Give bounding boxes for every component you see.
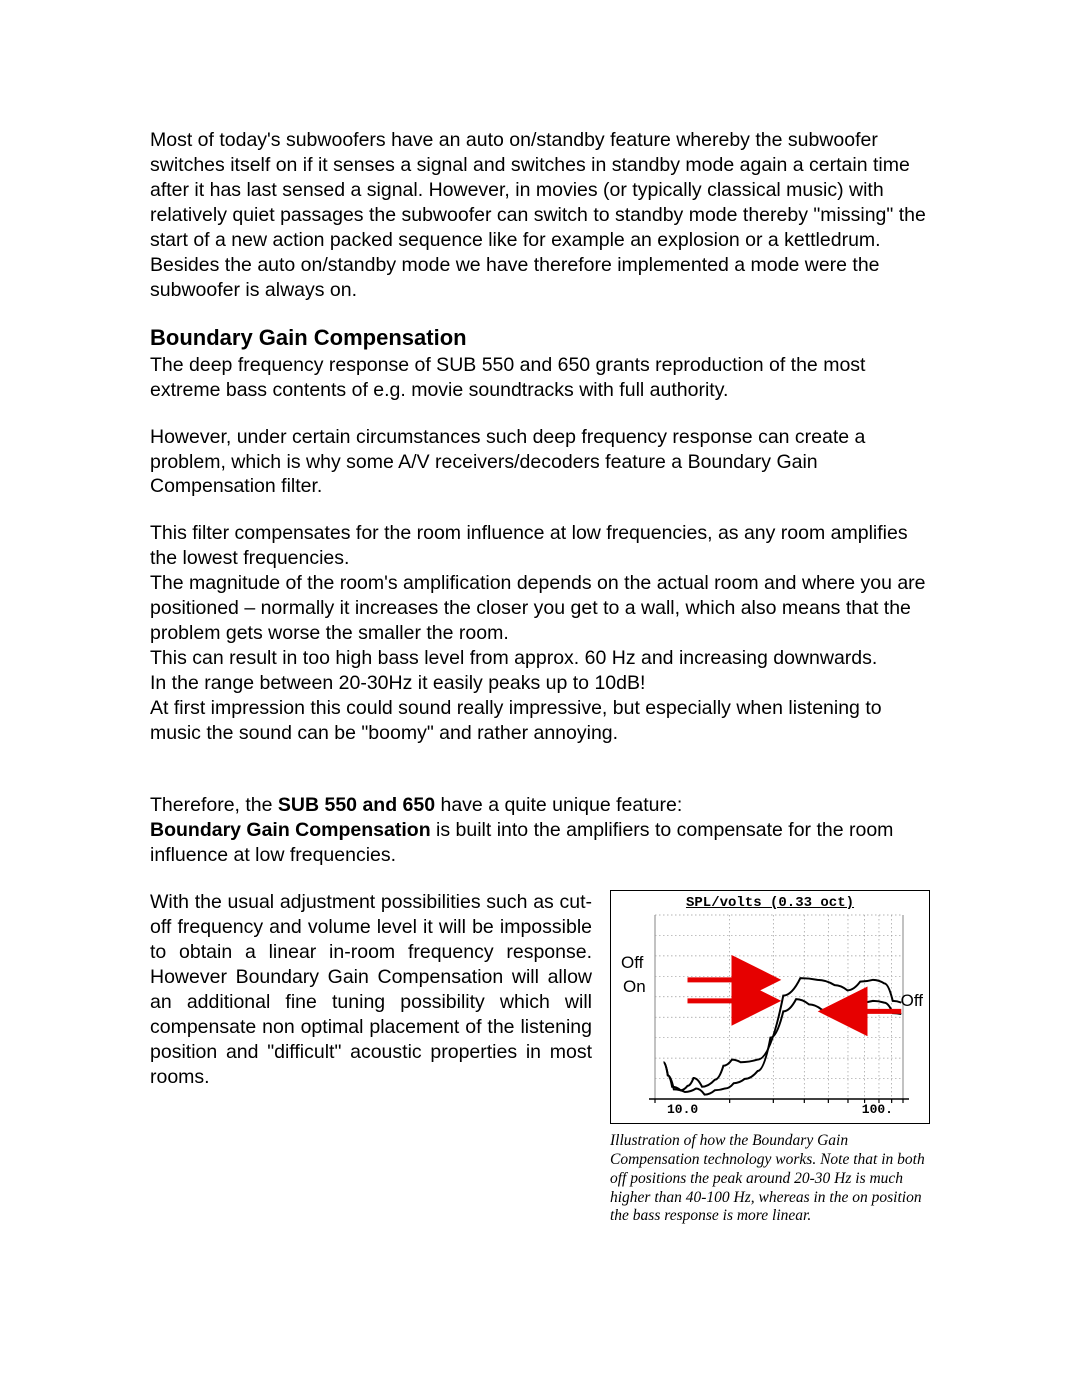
bgc-paragraph-2: However, under certain circumstances suc… — [150, 425, 930, 500]
annotation-off-left: Off — [621, 953, 643, 973]
bgc-p4-mid: have a quite unique feature: — [435, 794, 682, 816]
figure-caption: Illustration of how the Boundary Gain Co… — [610, 1132, 930, 1227]
bgc-chart: SPL/volts (0.33 oct) Off On Off 10.0 100… — [610, 890, 930, 1124]
bgc-p4-bold2: Boundary Gain Compensation — [150, 819, 431, 841]
bgc-p4-bold1: SUB 550 and 650 — [278, 794, 435, 816]
bgc-p4-pre: Therefore, the — [150, 794, 278, 816]
annotation-on-left: On — [623, 977, 646, 997]
two-column-row: With the usual adjustment possibilities … — [150, 890, 930, 1227]
document-page: Most of today's subwoofers have an auto … — [0, 0, 1080, 1397]
bgc-column-text: With the usual adjustment possibilities … — [150, 890, 592, 1090]
x-axis-label-right: 100. — [862, 1102, 893, 1117]
bgc-paragraph-3: This filter compensates for the room inf… — [150, 521, 930, 746]
figure-container: SPL/volts (0.33 oct) Off On Off 10.0 100… — [610, 890, 930, 1227]
annotation-off-right: Off — [901, 991, 923, 1011]
bgc-paragraph-4: Therefore, the SUB 550 and 650 have a qu… — [150, 768, 930, 868]
bgc-paragraph-1: The deep frequency response of SUB 550 a… — [150, 353, 930, 403]
chart-svg — [611, 891, 927, 1121]
section-heading-bgc: Boundary Gain Compensation — [150, 325, 930, 351]
intro-paragraph: Most of today's subwoofers have an auto … — [150, 128, 930, 303]
x-axis-label-left: 10.0 — [667, 1102, 698, 1117]
